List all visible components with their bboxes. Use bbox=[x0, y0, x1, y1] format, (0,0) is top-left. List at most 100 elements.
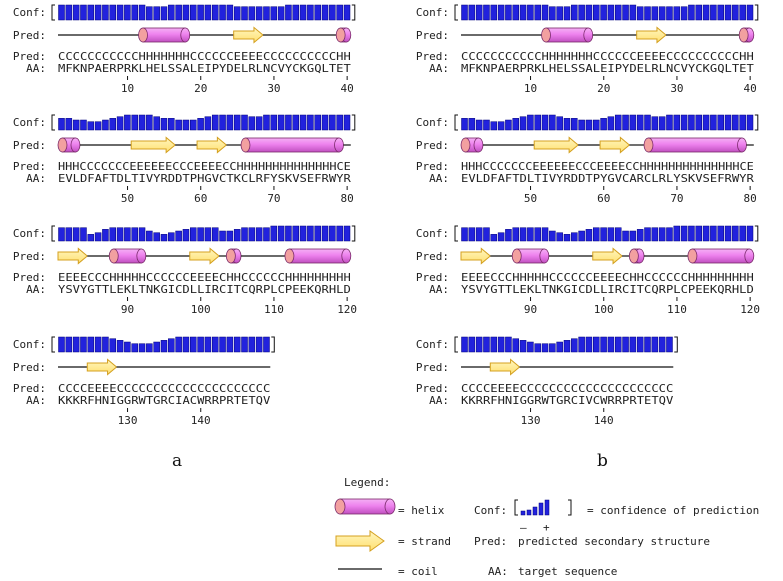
pred-line-label: Pred: bbox=[13, 271, 46, 284]
conf-bar bbox=[629, 336, 637, 353]
conf-bar bbox=[717, 4, 724, 21]
conf-bar bbox=[710, 114, 717, 131]
tick-label: 100 bbox=[191, 303, 211, 316]
conf-bar bbox=[490, 336, 498, 353]
conf-bar bbox=[299, 225, 307, 242]
conf-bar bbox=[329, 225, 336, 242]
conf-bar bbox=[739, 225, 746, 242]
conf-bar bbox=[600, 336, 607, 353]
tick-label: 80 bbox=[744, 192, 757, 205]
pred-line-label: Pred: bbox=[416, 382, 449, 395]
conf-bar bbox=[263, 114, 270, 131]
conf-bar bbox=[219, 114, 226, 131]
conf-bar bbox=[72, 336, 80, 353]
panel-a: Conf:Pred:Pred:AA:CCCCCCCCCCCHHHHHHHCCCC… bbox=[13, 4, 357, 427]
conf-bar bbox=[131, 4, 138, 21]
strand-segment bbox=[233, 26, 264, 44]
conf-bar bbox=[666, 6, 673, 21]
conf-bar bbox=[182, 229, 190, 242]
tick-label: 70 bbox=[267, 192, 280, 205]
conf-bar bbox=[629, 230, 637, 242]
tick-label: 120 bbox=[740, 303, 760, 316]
conf-bar bbox=[578, 119, 585, 131]
legend-coil-label: = coil bbox=[398, 565, 438, 578]
conf-bar bbox=[534, 114, 541, 131]
conf-bar bbox=[263, 336, 270, 353]
conf-bar bbox=[666, 227, 673, 242]
conf-bar bbox=[541, 4, 549, 21]
conf-bar bbox=[307, 225, 314, 242]
conf-bar bbox=[505, 336, 512, 353]
conf-bar bbox=[102, 336, 109, 353]
conf-bar bbox=[153, 116, 160, 131]
conf-bar bbox=[109, 4, 117, 21]
conf-bar bbox=[534, 4, 541, 21]
helix-segment bbox=[460, 137, 484, 153]
conf-bar bbox=[321, 114, 329, 131]
conf-bar bbox=[160, 6, 168, 21]
conf-bar bbox=[226, 114, 234, 131]
conf-bar bbox=[629, 4, 637, 21]
conf-bar bbox=[241, 336, 248, 353]
conf-bar bbox=[116, 227, 124, 242]
conf-bar bbox=[65, 118, 73, 131]
conf-bar bbox=[204, 4, 212, 21]
conf-bar bbox=[277, 225, 285, 242]
conf-bar bbox=[571, 4, 578, 21]
conf-bar bbox=[241, 6, 248, 21]
conf-bar bbox=[490, 234, 498, 242]
conf-bar bbox=[321, 225, 329, 242]
conf-bar bbox=[109, 227, 117, 242]
conf-bar bbox=[160, 234, 168, 242]
pred-label: Pred: bbox=[13, 250, 46, 263]
tick-label: 40 bbox=[341, 82, 354, 95]
conf-bar bbox=[563, 6, 571, 21]
conf-bar bbox=[680, 225, 688, 242]
tick-label: 130 bbox=[118, 414, 138, 427]
conf-label: Conf: bbox=[416, 6, 449, 19]
tick-label: 80 bbox=[341, 192, 354, 205]
conf-bracket-right bbox=[351, 4, 356, 21]
conf-bar bbox=[746, 225, 754, 242]
conf-bar bbox=[651, 116, 659, 131]
conf-bar bbox=[732, 4, 739, 21]
conf-bar bbox=[219, 230, 226, 242]
helix-segment bbox=[738, 27, 755, 43]
tick-label: 60 bbox=[194, 192, 207, 205]
pred-label: Pred: bbox=[416, 250, 449, 263]
conf-label: Conf: bbox=[416, 338, 449, 351]
conf-bar bbox=[644, 6, 651, 21]
aa-sequence: YSVYGTTLEKLTNKGICDLLIRCITCQRPLCPEEKQRHLD bbox=[461, 285, 754, 296]
conf-bar bbox=[636, 336, 644, 353]
conf-bar bbox=[109, 338, 117, 353]
pred-line-label: Pred: bbox=[13, 50, 46, 63]
conf-bar bbox=[512, 338, 520, 353]
conf-bar bbox=[710, 4, 717, 21]
tick-label: 90 bbox=[524, 303, 537, 316]
conf-bar bbox=[468, 118, 476, 131]
conf-bar bbox=[475, 119, 483, 131]
conf-bar bbox=[629, 114, 637, 131]
conf-bar bbox=[600, 227, 607, 242]
pred-label: Pred: bbox=[13, 361, 46, 374]
pred-label: Pred: bbox=[13, 139, 46, 152]
conf-bar bbox=[475, 227, 483, 242]
conf-bar bbox=[146, 230, 153, 242]
tick-label: 20 bbox=[597, 82, 610, 95]
conf-bar bbox=[190, 4, 197, 21]
conf-bar bbox=[549, 230, 556, 242]
panel-b-row-3: Conf:Pred:Pred:AA:EEEECCCHHHHHCCCCCCEEEE… bbox=[416, 225, 760, 316]
conf-bar bbox=[490, 121, 498, 131]
conf-bar bbox=[58, 4, 65, 21]
conf-bar bbox=[571, 118, 578, 131]
pred-line-label: Pred: bbox=[416, 50, 449, 63]
conf-bar bbox=[153, 232, 160, 242]
conf-bar bbox=[497, 336, 505, 353]
conf-bar bbox=[519, 116, 527, 131]
conf-bar bbox=[307, 4, 314, 21]
conf-bar bbox=[102, 4, 109, 21]
conf-bar bbox=[593, 336, 600, 353]
conf-bar bbox=[65, 336, 73, 353]
conf-bar bbox=[461, 4, 468, 21]
conf-bar bbox=[688, 225, 695, 242]
